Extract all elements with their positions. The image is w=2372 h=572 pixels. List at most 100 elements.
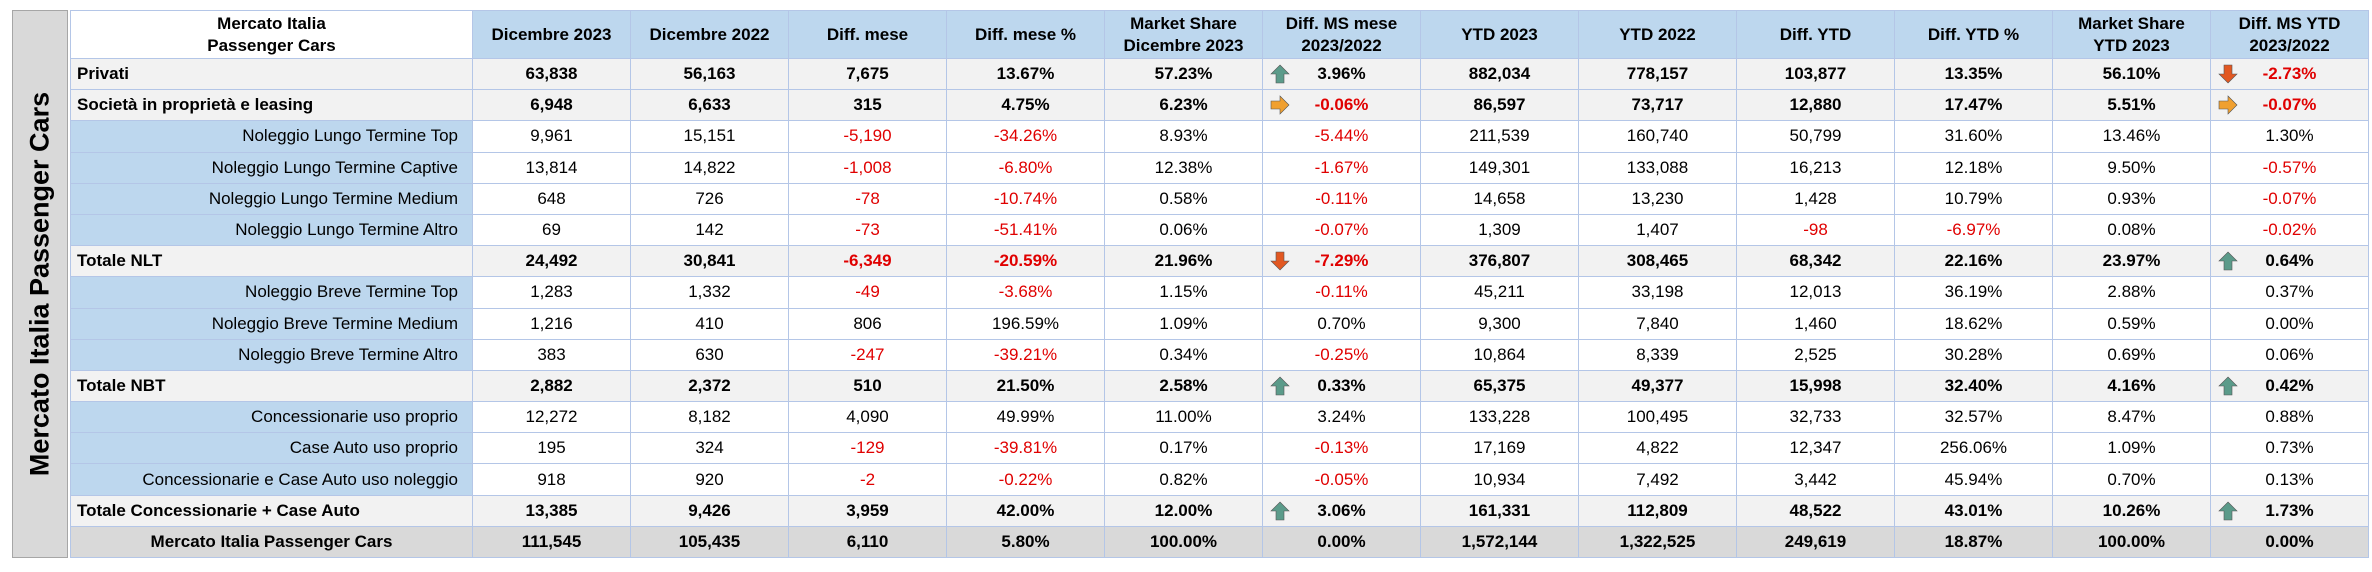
table-cell: 0.17% (1104, 432, 1263, 465)
market-table: Mercato Italia Passenger Cars Dicembre 2… (70, 10, 2369, 559)
table-cell: 376,807 (1420, 245, 1579, 278)
table-cell: 4,822 (1578, 432, 1737, 465)
table-cell: -0.57% (2210, 151, 2369, 184)
table-title: Mercato Italia Passenger Cars (70, 10, 473, 59)
table-cell: 133,228 (1420, 401, 1579, 434)
table-cell: 32,733 (1736, 401, 1895, 434)
table-row: Totale NBT 2,882 2,372 510 21.50% 2.58% 0.33% 6… (70, 369, 2369, 403)
row-label: Totale NBT (70, 369, 473, 403)
cell-value: -7.29% (1314, 251, 1369, 271)
table-cell: 15,998 (1736, 369, 1895, 403)
table-cell: 49.99% (946, 401, 1105, 434)
table-cell: -0.07% (1262, 213, 1421, 247)
down-arrow-icon (2218, 64, 2238, 84)
table-cell: 1.73% (2210, 494, 2369, 527)
table-cell: 324 (630, 432, 789, 465)
table-row: Noleggio Breve Termine Medium 1,216 410 806… (70, 307, 2369, 340)
table-cell: 0.00% (1262, 525, 1421, 559)
right-arrow-icon (2218, 95, 2238, 116)
row-label: Società in proprietà e leasing (70, 89, 473, 122)
table-cell: 13.67% (946, 57, 1105, 91)
table-row: Mercato Italia Passenger Cars 111,545 105,… (70, 525, 2369, 559)
cell-value: -2.73% (2262, 64, 2317, 84)
table-cell: 8,182 (630, 401, 789, 434)
table-cell: 15,151 (630, 120, 789, 153)
up-arrow-icon (1270, 501, 1290, 521)
table-cell: 9,961 (472, 120, 631, 153)
table-cell: 410 (630, 307, 789, 340)
column-header: Market Share YTD 2023 (2052, 10, 2211, 59)
table-cell: -1.67% (1262, 151, 1421, 184)
table-cell: 21.50% (946, 369, 1105, 403)
table-cell: 13.35% (1894, 57, 2053, 91)
table-cell: -247 (788, 338, 947, 371)
table-cell: 0.73% (2210, 432, 2369, 465)
table-cell: 0.70% (2052, 463, 2211, 496)
table-cell: 149,301 (1420, 151, 1579, 184)
table-cell: -0.25% (1262, 338, 1421, 371)
table-cell: 0.82% (1104, 463, 1263, 496)
table-cell: 13,385 (472, 494, 631, 527)
table-cell: -2.73% (2210, 57, 2369, 91)
table-cell: 7,840 (1578, 307, 1737, 340)
table-cell: 1.30% (2210, 120, 2369, 153)
table-cell: 43.01% (1894, 494, 2053, 527)
table-cell: 0.06% (2210, 338, 2369, 371)
table-cell: 100.00% (1104, 525, 1263, 559)
cell-value: 3.06% (1317, 500, 1366, 520)
column-header: Diff. mese (788, 10, 947, 59)
table-cell: 1,428 (1736, 182, 1895, 215)
table-cell: 1.09% (2052, 432, 2211, 465)
table-cell: 4.75% (946, 89, 1105, 122)
row-label: Totale NLT (70, 245, 473, 278)
table-cell: 2,372 (630, 369, 789, 403)
table-cell: 0.00% (2210, 307, 2369, 340)
table-cell: 10,934 (1420, 463, 1579, 496)
column-header: Market Share Dicembre 2023 (1104, 10, 1263, 59)
table-cell: 7,492 (1578, 463, 1737, 496)
table-cell: 2,882 (472, 369, 631, 403)
row-label: Noleggio Breve Termine Top (70, 276, 473, 309)
table-cell: 12.38% (1104, 151, 1263, 184)
table-cell: 42.00% (946, 494, 1105, 527)
up-arrow-icon (2218, 251, 2238, 271)
table-cell: 3.96% (1262, 57, 1421, 91)
table-cell: 1.15% (1104, 276, 1263, 309)
table-cell: 211,539 (1420, 120, 1579, 153)
table-cell: -6.80% (946, 151, 1105, 184)
table-cell: 0.13% (2210, 463, 2369, 496)
table-cell: 630 (630, 338, 789, 371)
table-cell: 3,442 (1736, 463, 1895, 496)
table-cell: -0.07% (2210, 89, 2369, 122)
table-cell: 12,272 (472, 401, 631, 434)
table-cell: 648 (472, 182, 631, 215)
table-row: Noleggio Lungo Termine Top 9,961 15,151 -5,… (70, 120, 2369, 153)
table-cell: 0.70% (1262, 307, 1421, 340)
table-cell: 68,342 (1736, 245, 1895, 278)
up-arrow-icon (1270, 64, 1290, 84)
table-cell: 0.88% (2210, 401, 2369, 434)
table-cell: -0.11% (1262, 182, 1421, 215)
row-label: Noleggio Breve Termine Medium (70, 307, 473, 340)
table-cell: -78 (788, 182, 947, 215)
table-cell: 50,799 (1736, 120, 1895, 153)
table-cell: 9,300 (1420, 307, 1579, 340)
table-cell: 778,157 (1578, 57, 1737, 91)
header-row: Mercato Italia Passenger Cars Dicembre 2… (70, 10, 2369, 59)
row-label: Noleggio Breve Termine Altro (70, 338, 473, 371)
table-cell: 69 (472, 213, 631, 247)
table-row: Concessionarie uso proprio 12,272 8,182 4,0… (70, 401, 2369, 434)
table-cell: 0.33% (1262, 369, 1421, 403)
cell-value: -0.07% (2262, 95, 2317, 115)
table-cell: -129 (788, 432, 947, 465)
down-arrow-icon (1270, 251, 1290, 271)
table-cell: -5.44% (1262, 120, 1421, 153)
cell-value: 3.96% (1317, 64, 1366, 84)
table-cell: 383 (472, 338, 631, 371)
table-cell: 9,426 (630, 494, 789, 527)
cell-value: 0.42% (2265, 375, 2314, 395)
table-cell: 0.59% (2052, 307, 2211, 340)
table-cell: 10.26% (2052, 494, 2211, 527)
table-cell: 56,163 (630, 57, 789, 91)
right-arrow-icon (1270, 95, 1290, 116)
